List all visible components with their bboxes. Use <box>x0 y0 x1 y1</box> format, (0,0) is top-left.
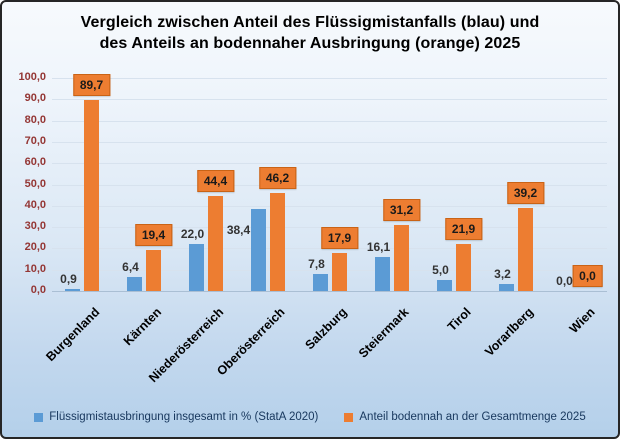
chart-title-line-2: des Anteils an bodennaher Ausbringung (o… <box>99 35 521 52</box>
y-axis-tick-label: 30,0 <box>24 220 46 233</box>
data-label-blue: 7,8 <box>308 257 325 271</box>
y-axis-tick-label: 60,0 <box>24 156 46 169</box>
gridline <box>52 205 607 207</box>
chart-title-line-1: Vergleich zwischen Anteil des Flüssigmis… <box>80 14 540 31</box>
x-axis-category-label: Steiermark <box>356 305 412 361</box>
bar-blue <box>499 284 514 291</box>
data-label-blue: 6,4 <box>122 260 139 274</box>
gridline <box>52 291 607 292</box>
data-label-orange: 17,9 <box>320 227 359 249</box>
bar-blue <box>127 277 142 291</box>
bar-orange <box>84 100 99 291</box>
y-axis-tick-label: 70,0 <box>24 134 46 147</box>
x-axis-category-label: Wien <box>566 305 598 336</box>
chart-title: Vergleich zwischen Anteil des Flüssigmis… <box>2 12 618 54</box>
data-label-orange: 89,7 <box>72 74 111 96</box>
gridline <box>52 99 607 101</box>
bar-orange <box>146 250 161 291</box>
bar-orange <box>270 193 285 291</box>
data-label-orange: 0,0 <box>572 265 603 287</box>
legend-label-orange: Anteil bodennah an der Gesamtmenge 2025 <box>359 411 586 423</box>
bar-blue <box>437 280 452 291</box>
data-label-orange: 31,2 <box>382 199 421 221</box>
y-axis-tick-label: 80,0 <box>24 113 46 126</box>
bar-blue <box>313 274 328 291</box>
bar-blue <box>189 244 204 291</box>
data-label-blue: 0,9 <box>60 272 77 286</box>
bar-orange <box>456 244 471 291</box>
data-label-blue: 16,1 <box>366 240 391 254</box>
y-axis-tick-label: 40,0 <box>24 198 46 211</box>
y-axis-tick-label: 10,0 <box>24 262 46 275</box>
x-axis-category-label: Vorarlberg <box>481 305 536 359</box>
gridline <box>52 141 607 143</box>
y-axis-tick-label: 20,0 <box>24 241 46 254</box>
y-axis-tick-label: 100,0 <box>18 71 46 83</box>
legend-swatch-orange-icon <box>344 412 354 422</box>
data-label-orange: 19,4 <box>134 224 173 246</box>
legend-swatch-blue-icon <box>34 412 44 422</box>
data-label-blue: 5,0 <box>432 263 449 277</box>
bar-orange <box>332 253 347 291</box>
data-label-blue: 0,0 <box>556 274 573 288</box>
gridline <box>52 163 607 165</box>
x-axis-category-label: Kärnten <box>120 305 164 349</box>
data-label-blue: 3,2 <box>494 267 511 281</box>
data-label-orange: 44,4 <box>196 170 235 192</box>
x-axis-category-label: Oberösterreich <box>214 305 288 379</box>
bar-orange <box>208 196 223 291</box>
bar-orange <box>394 225 409 291</box>
gridline <box>52 269 607 271</box>
x-axis-category-label: Burgenland <box>42 305 102 365</box>
data-label-orange: 39,2 <box>506 182 545 204</box>
bar-blue <box>251 209 266 291</box>
gridline <box>52 78 607 79</box>
y-axis-tick-label: 0,0 <box>30 284 46 296</box>
data-label-orange: 21,9 <box>444 218 483 240</box>
legend-label-blue: Flüssigmistausbringung insgesamt in % (S… <box>49 411 319 423</box>
bar-blue <box>65 289 80 291</box>
x-axis-category-label: Salzburg <box>302 305 350 353</box>
x-axis-category-label: Tirol <box>445 305 474 334</box>
data-label-blue: 22,0 <box>180 227 205 241</box>
bar-orange <box>518 208 533 291</box>
gridline <box>52 184 607 186</box>
legend-item-blue: Flüssigmistausbringung insgesamt in % (S… <box>34 411 318 423</box>
y-axis-tick-label: 90,0 <box>24 92 46 105</box>
data-label-blue: 38,4 <box>226 223 251 237</box>
gridline <box>52 120 607 122</box>
legend: Flüssigmistausbringung insgesamt in % (S… <box>2 411 618 423</box>
y-axis-tick-label: 50,0 <box>24 177 46 190</box>
legend-item-orange: Anteil bodennah an der Gesamtmenge 2025 <box>344 411 586 423</box>
bar-blue <box>375 257 390 291</box>
data-label-orange: 46,2 <box>258 167 297 189</box>
